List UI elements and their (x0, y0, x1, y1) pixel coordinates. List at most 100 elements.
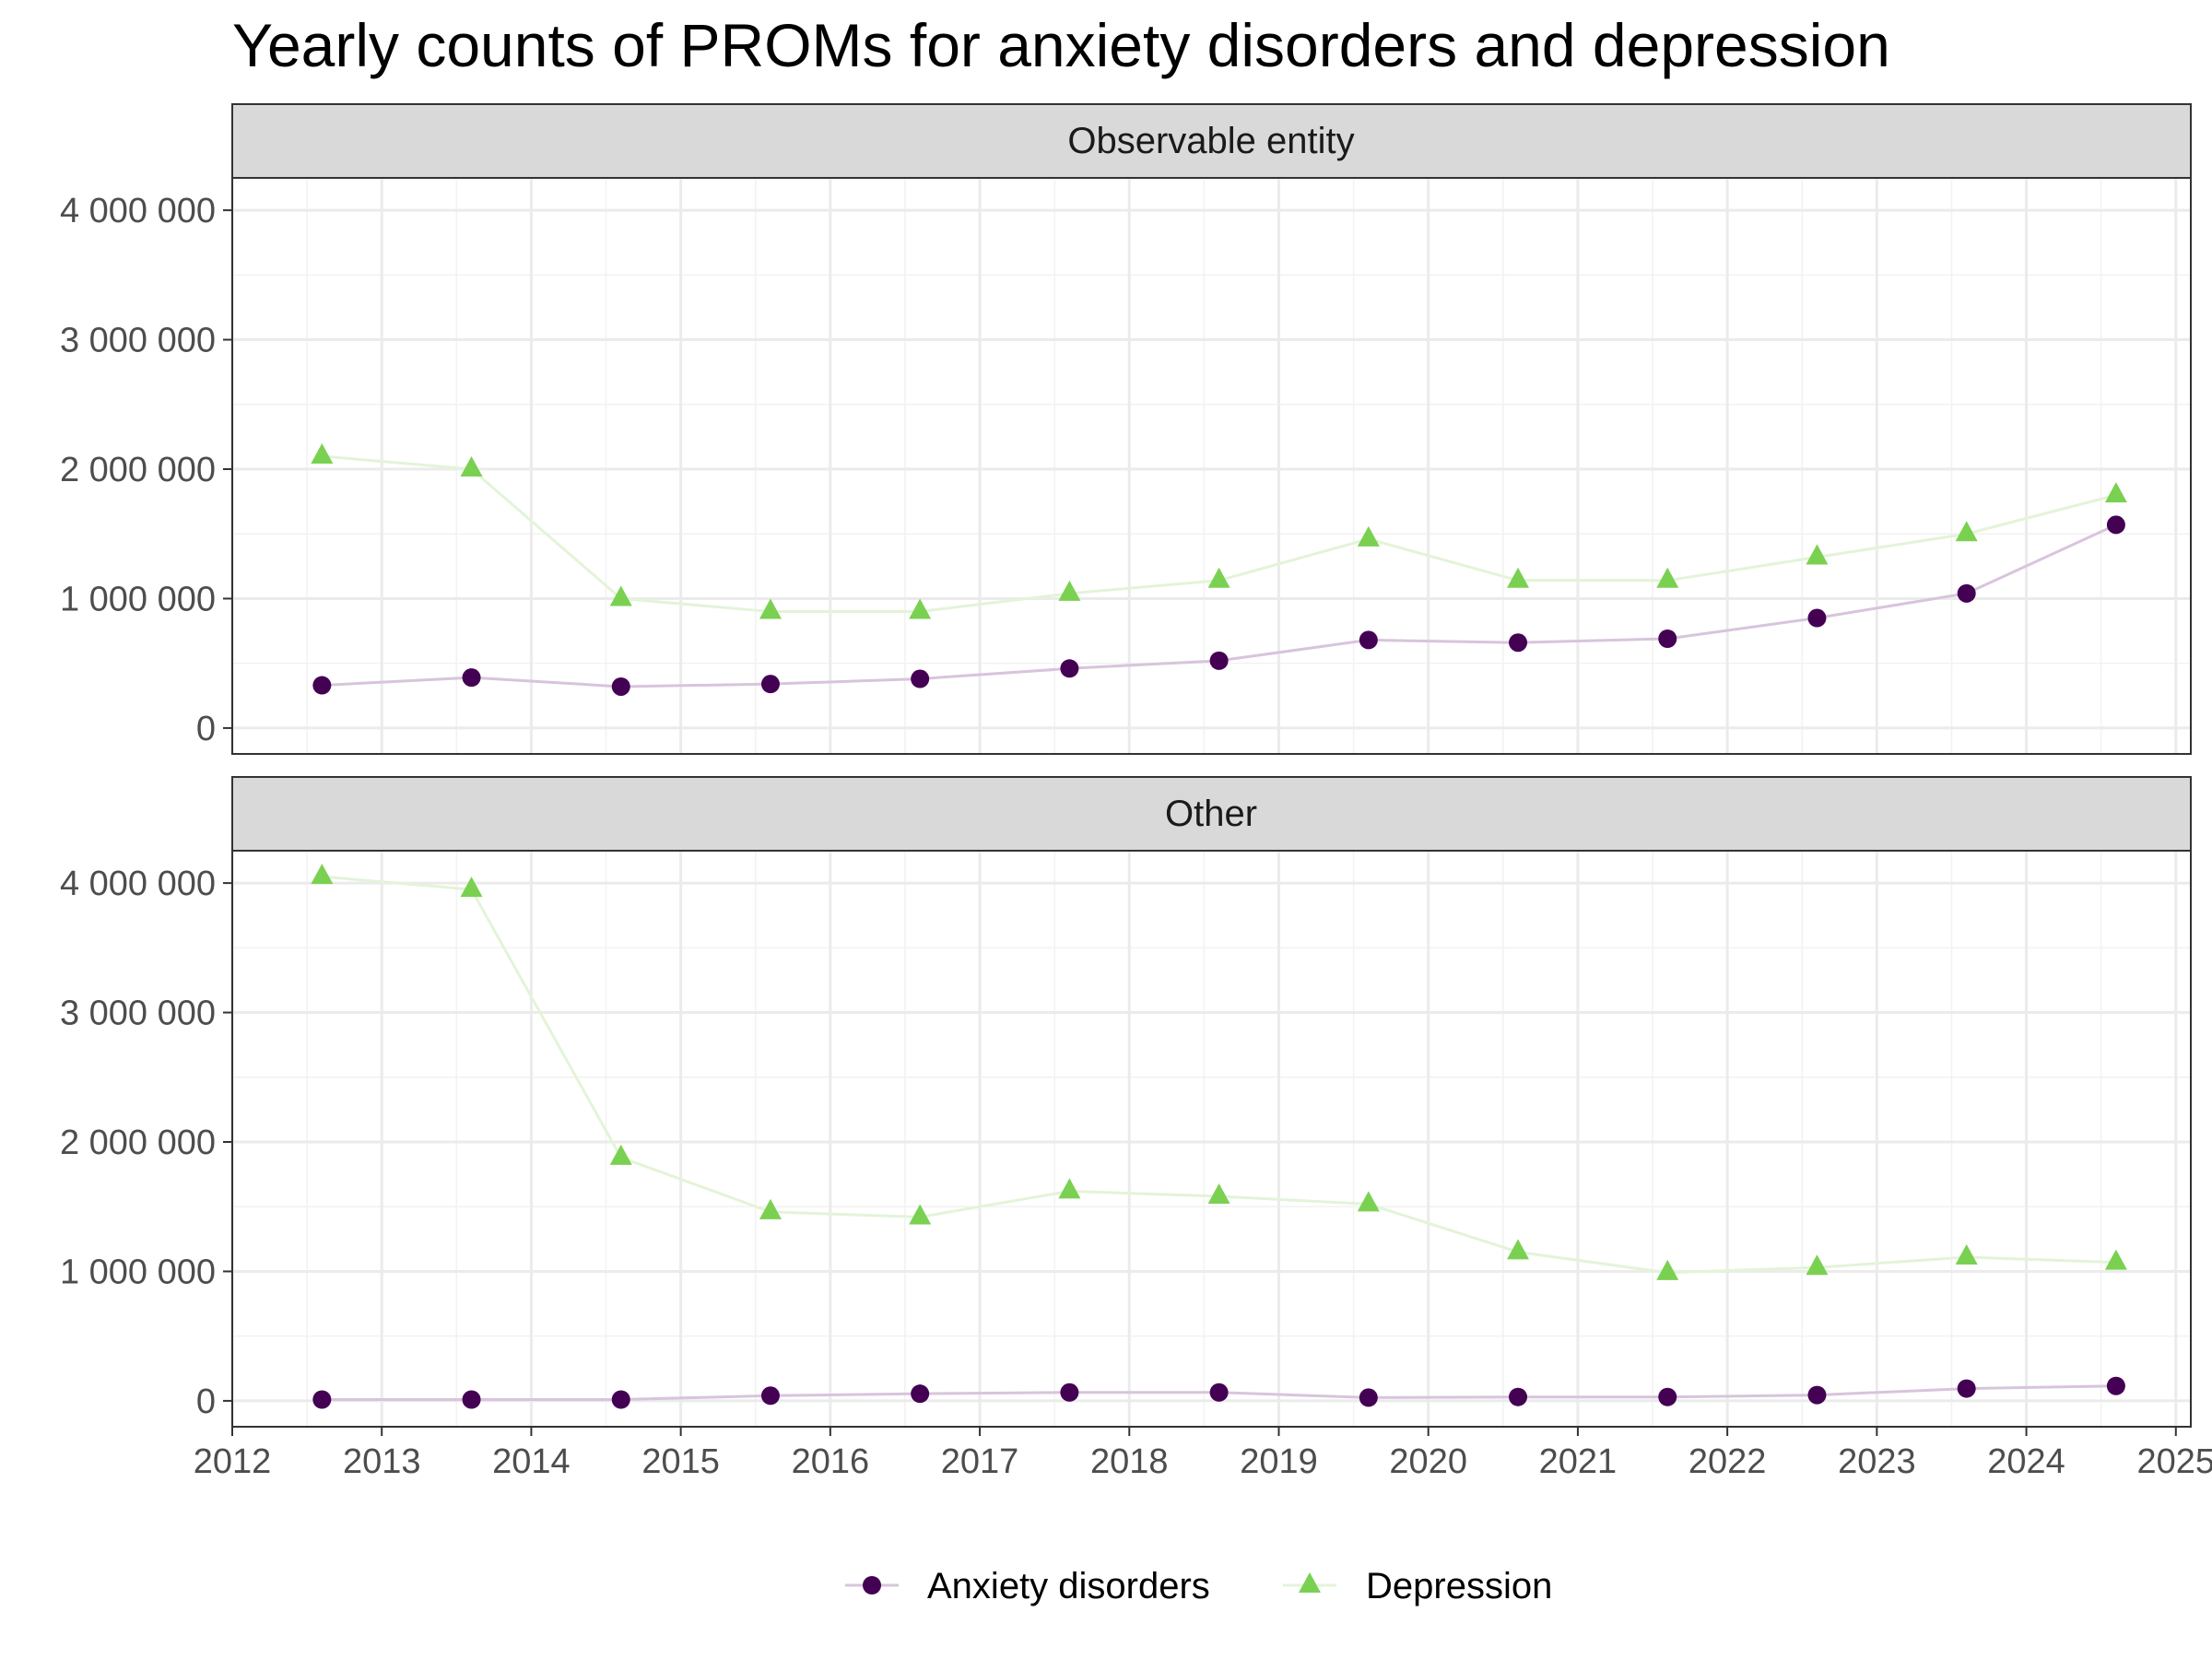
data-point (462, 668, 481, 688)
data-point (1656, 1259, 1679, 1280)
y-axis: 0 1 000 000 2 000 000 3 000 000 4 000 000 (60, 192, 232, 748)
y-tick-label: 1 000 000 (60, 1253, 216, 1291)
data-point (611, 677, 630, 696)
data-point (1207, 567, 1230, 588)
panel-grid (230, 178, 2191, 754)
y-tick-label: 2 000 000 (60, 1124, 216, 1162)
data-point (311, 442, 334, 464)
panel-other: Other 0 1 000 000 2 000 000 3 000 000 4 000 … (60, 776, 2192, 1428)
y-axis: 0 1 000 000 2 000 000 3 000 000 4 000 000 (60, 865, 232, 1421)
data-point (909, 598, 932, 619)
data-point (1957, 583, 1976, 603)
data-point (460, 877, 483, 898)
data-point (312, 1390, 332, 1409)
data-point (1357, 525, 1380, 547)
panel-strip-label: Observable entity (1067, 121, 1354, 161)
data-point (2104, 482, 2127, 503)
data-point (1507, 1239, 1530, 1260)
data-point (1207, 1183, 1230, 1204)
data-point (609, 1144, 632, 1165)
x-tick-label: 2018 (1090, 1442, 1169, 1481)
y-tick-label: 3 000 000 (60, 994, 216, 1033)
data-point (2106, 515, 2125, 535)
x-tick-label: 2017 (941, 1442, 1019, 1481)
panel-strip (231, 103, 2192, 179)
data-point (611, 1390, 630, 1409)
x-tick-label: 2015 (641, 1442, 720, 1481)
data-point (759, 1198, 782, 1219)
x-tick-label: 2022 (1688, 1442, 1767, 1481)
legend-key-circle (863, 1576, 881, 1594)
data-point (1058, 1178, 1081, 1199)
data-point (1209, 651, 1229, 670)
x-tick-label: 2023 (1838, 1442, 1916, 1481)
x-tick-label: 2013 (343, 1442, 421, 1481)
x-tick-label: 2014 (492, 1442, 571, 1481)
data-point (1807, 608, 1827, 628)
y-tick-label: 0 (196, 710, 216, 748)
data-point (2104, 1249, 2127, 1270)
data-point (1807, 1385, 1827, 1405)
panel-grid (230, 851, 2191, 1427)
legend-key-triangle (1299, 1572, 1321, 1593)
data-point (609, 585, 632, 606)
data-point (1509, 1387, 1528, 1406)
data-point (1658, 629, 1677, 648)
y-tick-label: 3 000 000 (60, 322, 216, 360)
data-point (1060, 659, 1079, 678)
legend-label: Depression (1366, 1566, 1552, 1606)
x-tick-label: 2019 (1240, 1442, 1318, 1481)
data-point (1359, 630, 1378, 650)
x-tick-label: 2020 (1389, 1442, 1467, 1481)
panel-series (311, 442, 2127, 696)
data-point (1955, 1244, 1978, 1265)
y-tick-label: 0 (196, 1382, 216, 1421)
data-point (911, 669, 930, 688)
data-point (1658, 1387, 1677, 1406)
data-point (311, 864, 334, 885)
chart-title: Yearly counts of PROMs for anxiety disor… (232, 11, 1890, 79)
y-tick-label: 1 000 000 (60, 580, 216, 618)
x-tick-label: 2025 (2137, 1442, 2212, 1481)
x-tick-label: 2016 (792, 1442, 870, 1481)
panel-background (232, 851, 2191, 1427)
data-point (760, 675, 780, 694)
data-point (1357, 1191, 1380, 1212)
data-point (1509, 633, 1528, 653)
data-point (1209, 1382, 1229, 1402)
panel-series (311, 864, 2127, 1409)
data-point (760, 1386, 780, 1406)
panel-border (231, 850, 2192, 1428)
data-point (1806, 1254, 1829, 1276)
data-point (2106, 1376, 2125, 1395)
panel-border (231, 177, 2192, 755)
data-point (909, 1204, 932, 1225)
data-point (1955, 521, 1978, 542)
legend-item-anxiety-disorders: Anxiety disorders (845, 1566, 1210, 1606)
x-tick-label: 2021 (1539, 1442, 1618, 1481)
data-point (911, 1384, 930, 1404)
data-point (460, 456, 483, 477)
x-tick-label: 2012 (194, 1442, 272, 1481)
data-point (462, 1390, 481, 1409)
legend: Anxiety disorders Depression (845, 1566, 1552, 1606)
x-axis: 2012 2013 2014 2015 2016 2017 2018 2019 2020 2021… (194, 1427, 2212, 1481)
panel-strip-label: Other (1165, 794, 1257, 834)
legend-item-depression: Depression (1283, 1566, 1552, 1606)
data-point (1957, 1379, 1976, 1398)
y-tick-label: 4 000 000 (60, 865, 216, 903)
data-point (1060, 1382, 1079, 1402)
legend-label: Anxiety disorders (927, 1566, 1210, 1606)
data-point (1359, 1388, 1378, 1407)
panel-background (232, 178, 2191, 754)
x-tick-label: 2024 (1987, 1442, 2065, 1481)
data-point (1058, 580, 1081, 601)
y-tick-label: 2 000 000 (60, 451, 216, 489)
data-point (1806, 544, 1829, 565)
y-tick-label: 4 000 000 (60, 192, 216, 230)
data-point (1656, 567, 1679, 588)
panel-observable-entity: Observable entity 0 1 000 000 2 000 000 3 0… (60, 103, 2192, 755)
data-point (1507, 567, 1530, 588)
data-point (759, 598, 782, 619)
